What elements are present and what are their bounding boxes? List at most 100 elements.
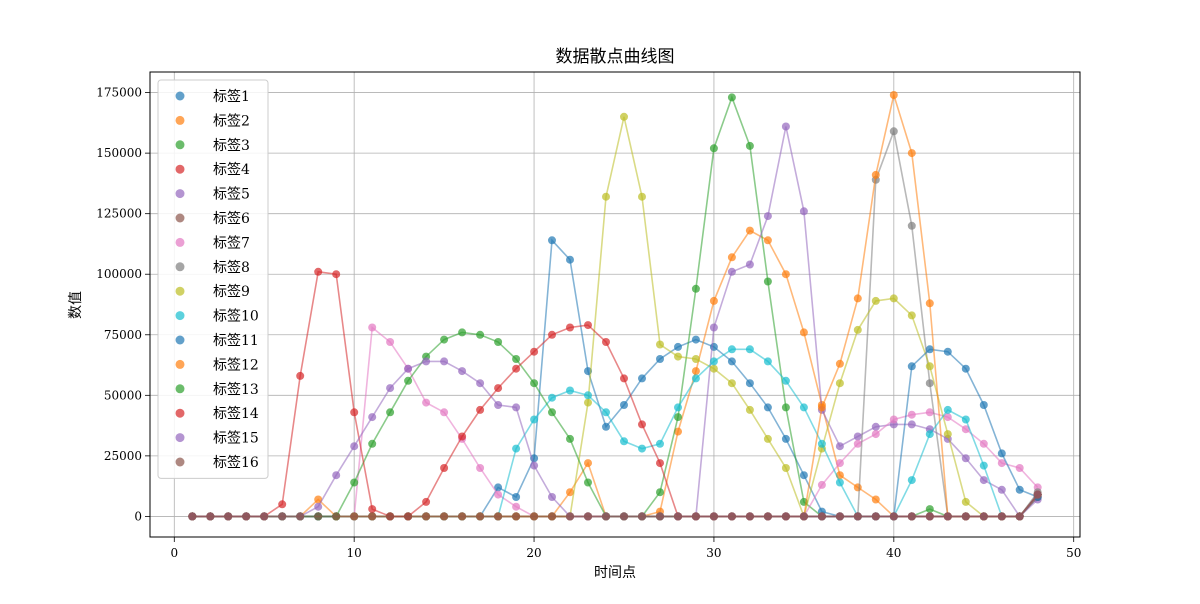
data-point [638, 420, 646, 429]
data-point [512, 444, 521, 453]
data-point [566, 386, 574, 395]
axes: 0 10 20 30 40 50 0 25000 50000 75000 100000 125000 1… [96, 86, 1081, 560]
data-point [763, 236, 772, 245]
data-point [889, 91, 898, 99]
data-point [566, 488, 574, 497]
data-point [835, 478, 844, 487]
data-point [494, 338, 503, 346]
data-point [278, 500, 287, 509]
data-point [763, 277, 772, 286]
data-point [925, 505, 934, 514]
data-point [763, 403, 772, 412]
legend-entry: 标签4 [213, 161, 250, 178]
data-point [691, 335, 700, 344]
data-point [296, 371, 305, 380]
legend-marker [175, 115, 185, 125]
legend-marker [175, 433, 185, 443]
data-point [691, 367, 700, 376]
y-tick-label: 0 [134, 509, 142, 523]
data-point [566, 512, 574, 521]
data-point [638, 512, 646, 521]
data-point [745, 260, 754, 269]
data-point [799, 403, 808, 412]
data-point [368, 413, 377, 422]
legend: 标签1 标签2 标签3 标签4 标签5 标签6 标签7 标签8 标签9 标签10 标签11 标签12 标… [157, 79, 269, 479]
data-point [674, 512, 682, 521]
data-point [584, 391, 592, 400]
data-point [853, 325, 862, 334]
data-point [1015, 464, 1024, 472]
data-point [925, 430, 934, 439]
series-16 [188, 490, 1042, 521]
data-point [350, 478, 359, 487]
data-point [799, 512, 808, 521]
data-point [907, 362, 916, 371]
data-point [997, 459, 1006, 468]
data-point [584, 321, 592, 330]
data-point [530, 512, 539, 521]
data-point [620, 112, 628, 121]
y-tick-label: 75000 [104, 328, 142, 342]
data-point [512, 493, 521, 501]
series-layer [188, 91, 1042, 521]
legend-entry: 标签12 [213, 356, 259, 373]
data-point [584, 478, 592, 487]
legend-entry: 标签1 [213, 88, 250, 105]
data-point [548, 512, 556, 521]
data-point [530, 347, 539, 356]
data-point [548, 236, 556, 245]
data-point [314, 267, 323, 276]
data-point [925, 345, 934, 354]
data-point [494, 401, 503, 409]
legend-entry: 标签10 [213, 308, 259, 325]
data-point [907, 221, 916, 230]
data-point [332, 471, 341, 480]
data-point [835, 379, 844, 388]
legend-marker [175, 140, 185, 150]
data-point [709, 364, 718, 373]
data-point [656, 459, 664, 468]
data-point [602, 338, 610, 346]
data-point [817, 403, 826, 412]
data-point [584, 459, 592, 468]
data-point [458, 367, 467, 376]
data-point [691, 512, 700, 521]
data-point [260, 512, 269, 521]
data-point [314, 512, 323, 521]
data-point [925, 299, 934, 308]
data-point [709, 296, 718, 305]
data-point [368, 505, 377, 514]
data-point [871, 430, 880, 439]
data-point [817, 439, 826, 448]
legend-box [157, 79, 269, 479]
data-point [889, 415, 898, 424]
data-point [727, 267, 736, 276]
data-point [781, 464, 790, 472]
y-tick-label: 150000 [96, 146, 142, 160]
legend-entry: 标签3 [213, 137, 250, 154]
data-point [709, 357, 718, 366]
data-point [638, 374, 646, 383]
data-point [709, 144, 718, 153]
data-point [907, 410, 916, 419]
data-point [440, 408, 449, 417]
legend-marker [175, 262, 185, 272]
data-point [278, 512, 287, 521]
data-point [853, 294, 862, 303]
legend-marker [175, 408, 185, 418]
data-point [727, 345, 736, 354]
data-point [638, 444, 646, 453]
data-point [620, 401, 628, 409]
data-point [332, 270, 341, 279]
data-point [745, 345, 754, 354]
data-point [674, 403, 682, 412]
data-point [350, 512, 359, 521]
data-point [440, 357, 449, 366]
data-point [943, 512, 952, 521]
data-point [638, 192, 646, 201]
data-point [853, 512, 862, 521]
data-point [602, 512, 610, 521]
data-point [674, 427, 682, 436]
data-point [674, 342, 682, 351]
x-tick-label: 10 [347, 546, 362, 560]
